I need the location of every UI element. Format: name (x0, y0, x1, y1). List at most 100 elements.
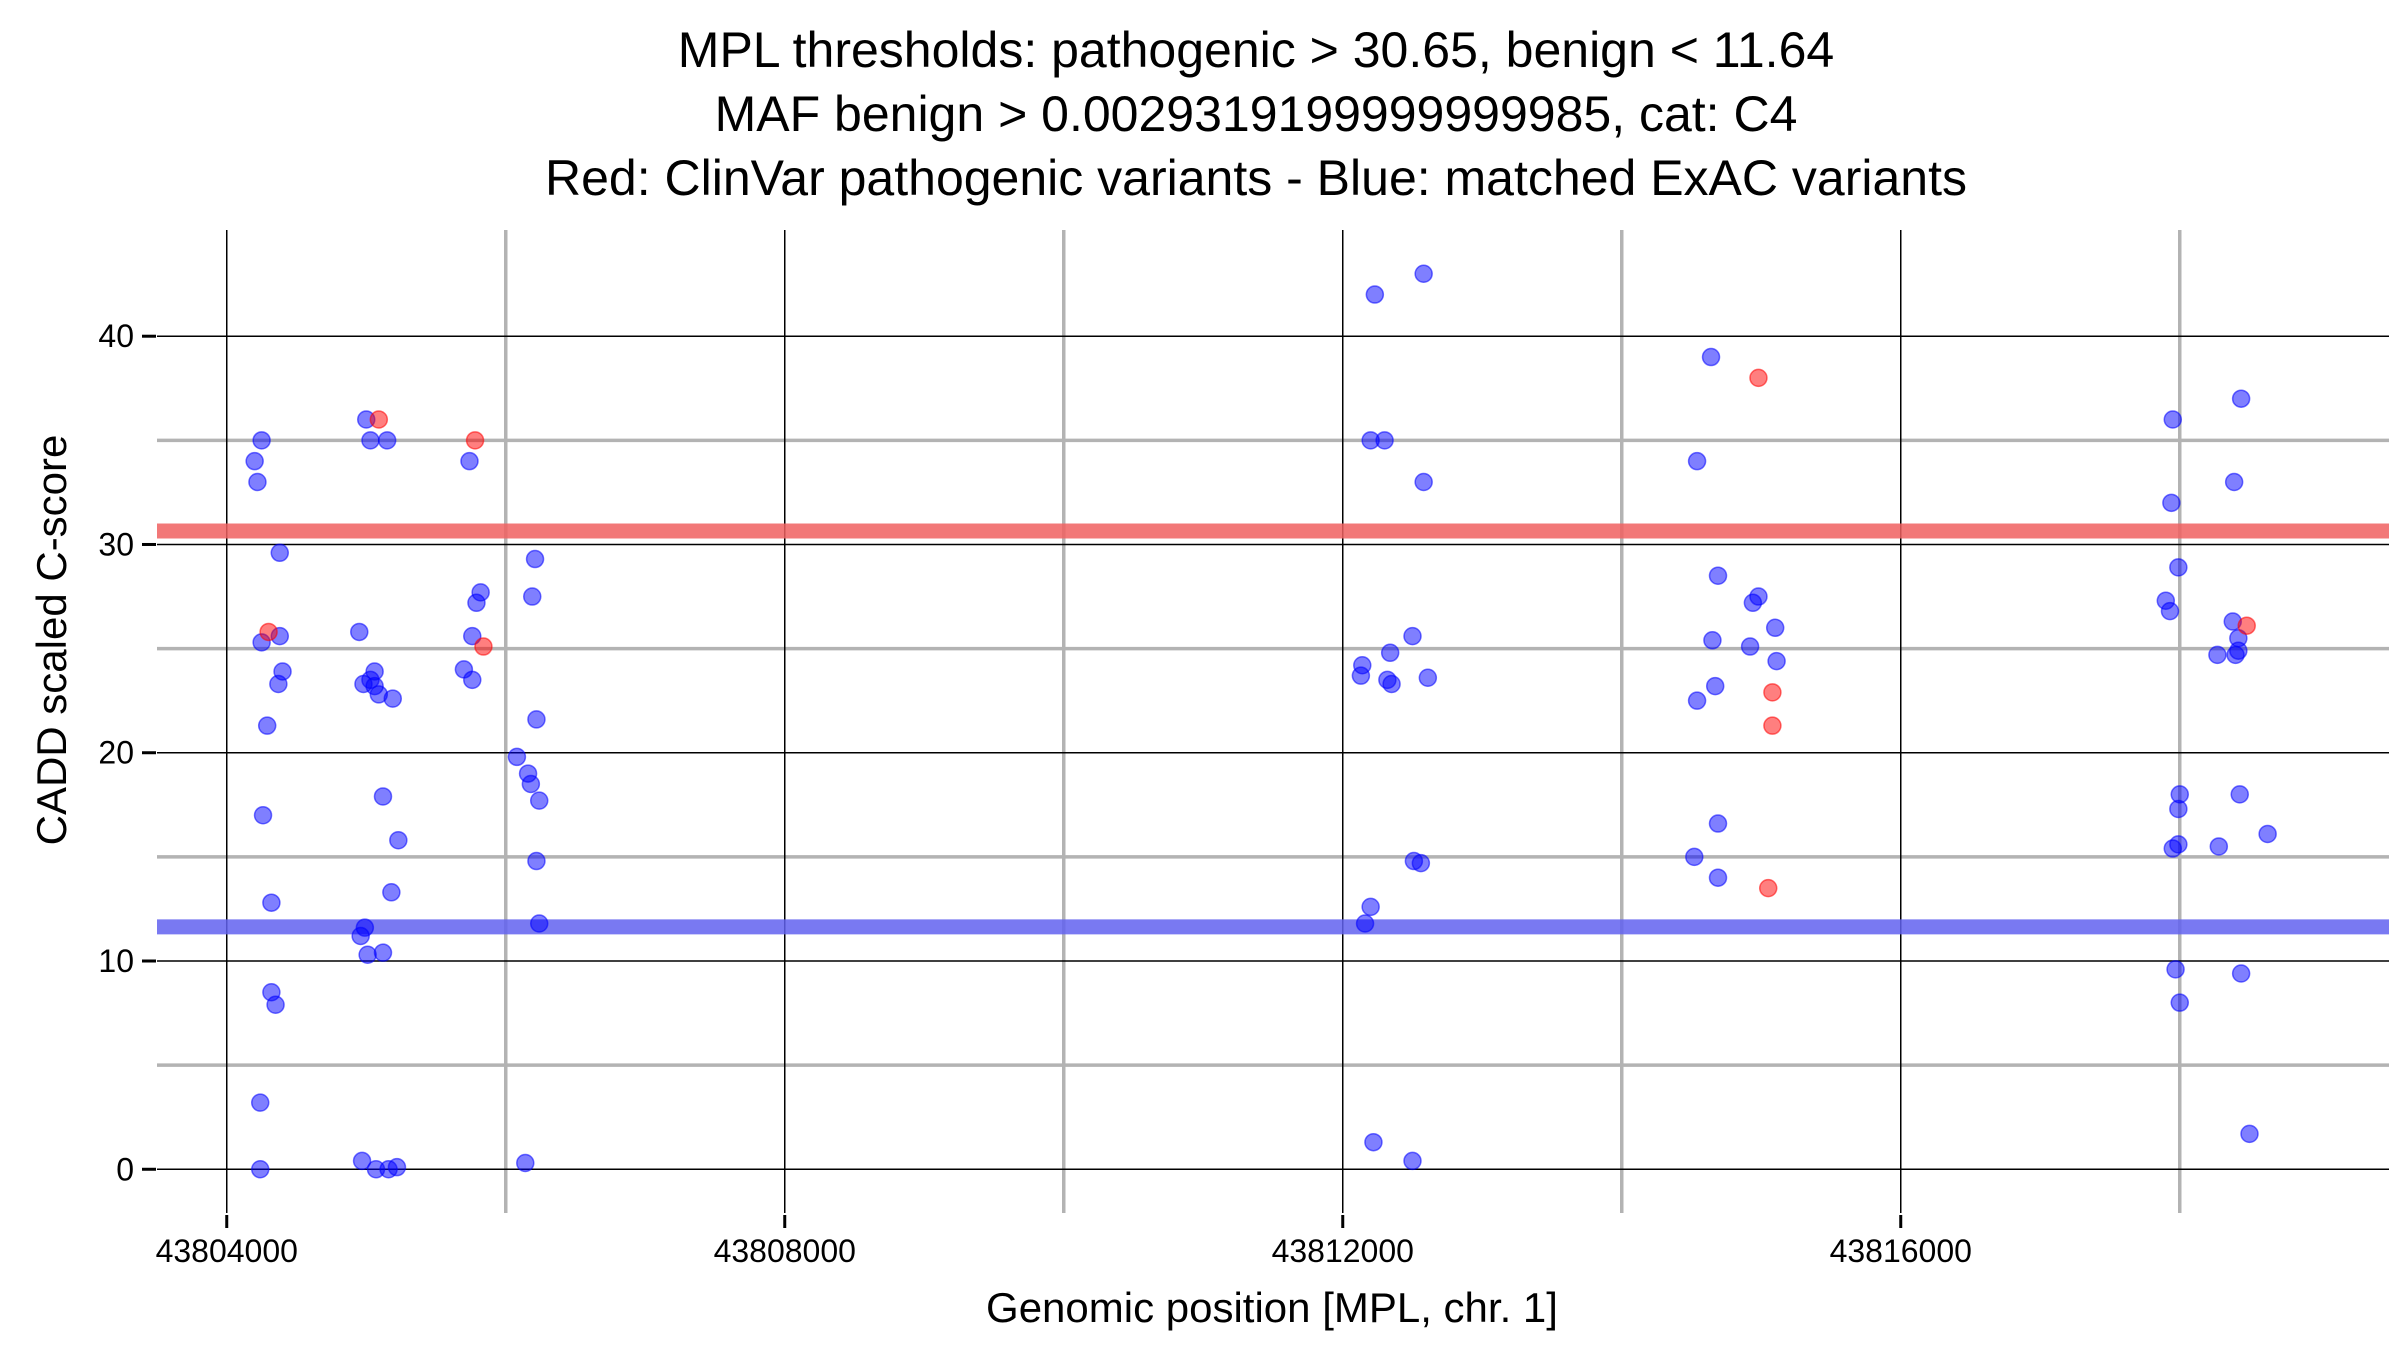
y-tick-label: 20 (98, 735, 134, 771)
exac-variant-point (2160, 601, 2180, 621)
exac-variant-point (382, 883, 401, 902)
exac-variant-point (1375, 431, 1394, 450)
x-tick-label: 43808000 (714, 1233, 856, 1269)
title-line-2: MAF benign > 0.0029319199999999985, cat:… (715, 86, 1798, 142)
exac-variant-point (358, 945, 377, 965)
exac-variant-point (262, 893, 281, 912)
exac-variant-point (373, 787, 393, 806)
pathogenic-variant-point (474, 637, 493, 656)
exac-variant-point (1687, 691, 1707, 710)
x-axis-ticks: 43804000 43808000 43812000 43816000 (156, 1215, 1972, 1269)
x-tick-label: 43816000 (1830, 1233, 1972, 1269)
exac-variant-point (2169, 558, 2188, 577)
exac-variant-point (2170, 993, 2189, 1012)
pathogenic-variant-point (369, 410, 389, 429)
pathogenic-variant-point (259, 622, 278, 642)
exac-variant-point (1685, 847, 1704, 867)
exac-variant-point (373, 943, 393, 962)
exac-variant-point (252, 431, 271, 450)
exac-variant-point (245, 451, 264, 471)
title-line-3: Red: ClinVar pathogenic variants - Blue:… (545, 150, 1967, 206)
exac-variant-point (527, 851, 546, 871)
x-tick-label: 43812000 (1272, 1233, 1414, 1269)
exac-variant-point (377, 431, 397, 450)
exac-variant-point (1418, 668, 1438, 688)
exac-variant-point (463, 670, 482, 690)
minor-gridlines (157, 230, 2389, 1213)
exac-variant-point (1705, 676, 1725, 696)
exac-variant-point (1703, 631, 1722, 650)
exac-variant-point (269, 674, 288, 694)
exac-variant-point (248, 472, 267, 492)
exac-variant-point (1403, 626, 1422, 646)
exac-variant-point (1380, 643, 1400, 663)
exac-variant-point (525, 549, 545, 569)
exac-variant-point (250, 1093, 270, 1112)
pathogenic-variant-point (1763, 716, 1782, 735)
chart-title: MPL thresholds: pathogenic > 30.65, beni… (545, 22, 1967, 206)
exac-variant-point (2163, 410, 2183, 429)
exac-variant-point (516, 1153, 535, 1173)
major-gridlines (157, 230, 2389, 1213)
exac-variant-point (2231, 389, 2251, 408)
exac-variant-point (2224, 472, 2244, 492)
exac-variant-point (529, 791, 549, 810)
exac-variant-point (507, 747, 527, 767)
exac-variant-point (463, 626, 482, 646)
exac-variant-point (1364, 1132, 1383, 1152)
exac-variant-point (1765, 618, 1785, 638)
exac-variant-point (523, 587, 542, 606)
y-axis-label: CADD scaled C-score (28, 435, 75, 846)
exac-variant-point (257, 716, 277, 735)
data-points (245, 264, 2277, 1179)
exac-variant-point (350, 622, 369, 642)
exac-variant-point (270, 543, 290, 563)
exac-variant-point (1701, 347, 1721, 367)
exac-variant-point (2162, 493, 2181, 513)
exac-variant-point (387, 1157, 407, 1177)
exac-variant-point (2209, 837, 2229, 856)
exac-variant-point (1708, 868, 1728, 887)
exac-variant-point (1743, 593, 1763, 613)
exac-variant-point (253, 805, 273, 825)
title-line-1: MPL thresholds: pathogenic > 30.65, beni… (678, 22, 1834, 78)
pathogenic-variant-point (2237, 616, 2256, 635)
x-axis-label: Genomic position [MPL, chr. 1] (986, 1284, 1558, 1331)
exac-variant-point (250, 1160, 270, 1179)
exac-variant-point (2169, 799, 2188, 819)
exac-variant-point (1351, 666, 1371, 685)
y-tick-label: 40 (98, 318, 134, 354)
pathogenic-variant-point (1763, 683, 1782, 702)
exac-variant-point (352, 1151, 372, 1171)
exac-variant-point (2240, 1124, 2259, 1144)
exac-variant-point (1740, 637, 1760, 656)
exac-variant-point (1708, 814, 1728, 833)
exac-variant-point (1365, 285, 1385, 304)
exac-variant-point (529, 914, 549, 933)
exac-variant-point (1414, 264, 1433, 283)
exac-variant-point (1403, 1151, 1422, 1171)
y-tick-label: 10 (98, 943, 134, 979)
exac-variant-point (527, 710, 546, 729)
pathogenic-variant-point (1749, 368, 1768, 388)
exac-variant-point (2226, 645, 2245, 665)
exac-variant-point (361, 431, 380, 450)
exac-variant-point (1382, 674, 1401, 694)
exac-variant-point (1414, 472, 1433, 492)
y-tick-label: 30 (98, 526, 134, 562)
exac-variant-point (389, 830, 408, 850)
pathogenic-variant-point (1758, 878, 1778, 898)
exac-variant-point (1767, 651, 1786, 671)
y-axis-ticks: 0 10 20 30 40 (98, 318, 156, 1187)
exac-variant-point (1411, 853, 1431, 873)
exac-variant-point (2230, 785, 2249, 804)
exac-variant-point (383, 689, 403, 708)
exac-variant-point (2208, 645, 2227, 665)
pathogenic-variant-point (465, 431, 485, 450)
exac-variant-point (1361, 897, 1380, 917)
threshold-lines (157, 523, 2389, 935)
exac-variant-point (467, 593, 486, 613)
y-tick-label: 0 (116, 1151, 134, 1187)
